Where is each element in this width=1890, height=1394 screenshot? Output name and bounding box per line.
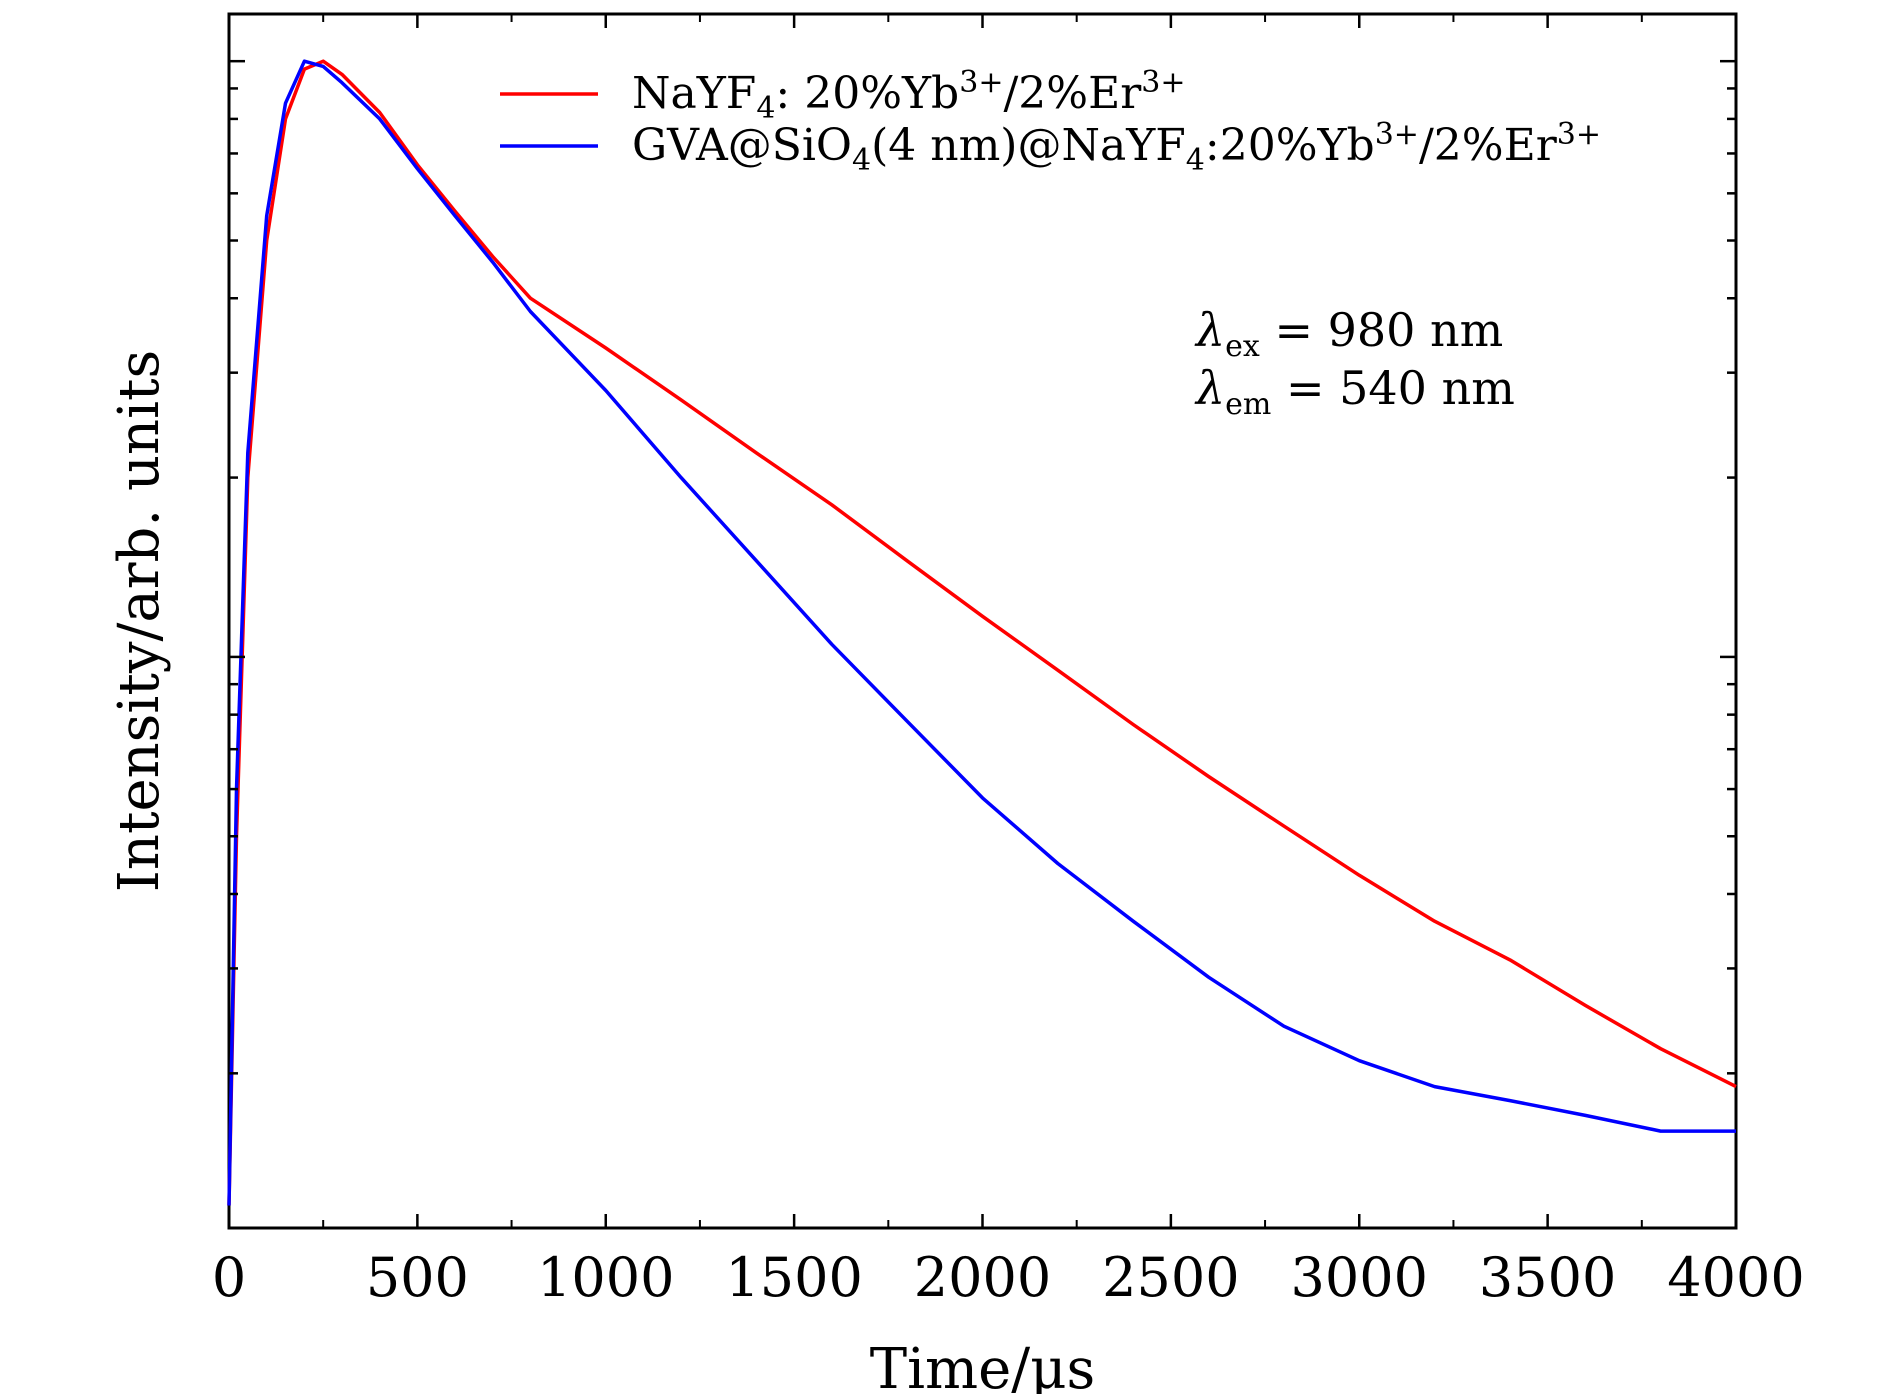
- plot-area: [227, 12, 1738, 1230]
- lambda-symbol: λ: [1194, 303, 1225, 357]
- series-line-nayf4: [227, 59, 1737, 1206]
- y-axis-ticks: [229, 59, 1736, 1075]
- legend-text-part: : 20%Yb: [775, 68, 959, 119]
- legend: NaYF4: 20%Yb3+/2%Er3+GVA@SiO4(4 nm)@NaYF…: [500, 65, 1601, 178]
- legend-text-part: :20%Yb: [1205, 120, 1375, 171]
- x-tick-label: 3000: [1291, 1246, 1428, 1309]
- series-line-gva-core-shell: [227, 59, 1736, 1206]
- legend-script: 3+: [1141, 65, 1185, 100]
- subscript-em: em: [1225, 387, 1271, 422]
- subscript-ex: ex: [1225, 329, 1260, 364]
- x-axis-ticks: 0 500 1000 1500 2000 2500 3000 3500 4000: [212, 14, 1805, 1309]
- plot-frame: [227, 12, 1738, 1230]
- x-tick-label: 1500: [725, 1246, 862, 1309]
- legend-script: 4: [756, 91, 775, 126]
- legend-script: 3+: [1557, 117, 1601, 152]
- legend-text-part: /2%Er: [1419, 120, 1558, 171]
- series-layer: [227, 59, 1737, 1206]
- legend-script: 4: [852, 143, 871, 178]
- legend-script: 3+: [959, 65, 1003, 100]
- excitation-wavelength-label: λex = 980 nm: [1194, 303, 1503, 364]
- x-tick-label: 1000: [537, 1246, 674, 1309]
- x-tick-label: 0: [212, 1246, 246, 1309]
- legend-script: 3+: [1375, 117, 1419, 152]
- legend-entry: GVA@SiO4(4 nm)@NaYF4:20%Yb3+/2%Er3+: [632, 117, 1601, 178]
- legend-text-part: NaYF: [632, 68, 756, 119]
- legend-text-part: (4 nm)@NaYF: [871, 120, 1186, 171]
- x-tick-label: 2000: [914, 1246, 1051, 1309]
- x-tick-label: 4000: [1667, 1246, 1804, 1309]
- excitation-value: = 980 nm: [1260, 303, 1503, 357]
- x-axis-label: Time/μs: [870, 1337, 1096, 1394]
- excitation-emission-annotation: λex = 980 nm λem = 540 nm: [1194, 303, 1515, 422]
- x-tick-label: 2500: [1102, 1246, 1239, 1309]
- x-tick-label: 500: [366, 1246, 469, 1309]
- y-axis-label: Intensity/arb. units: [107, 350, 172, 892]
- emission-value: = 540 nm: [1271, 361, 1514, 415]
- emission-wavelength-label: λem = 540 nm: [1194, 361, 1515, 422]
- lambda-symbol: λ: [1194, 361, 1225, 415]
- legend-text-part: GVA@SiO: [632, 120, 852, 171]
- legend-entry: NaYF4: 20%Yb3+/2%Er3+: [632, 65, 1185, 126]
- x-tick-label: 3500: [1479, 1246, 1616, 1309]
- legend-script: 4: [1186, 143, 1205, 178]
- legend-text-part: /2%Er: [1003, 68, 1142, 119]
